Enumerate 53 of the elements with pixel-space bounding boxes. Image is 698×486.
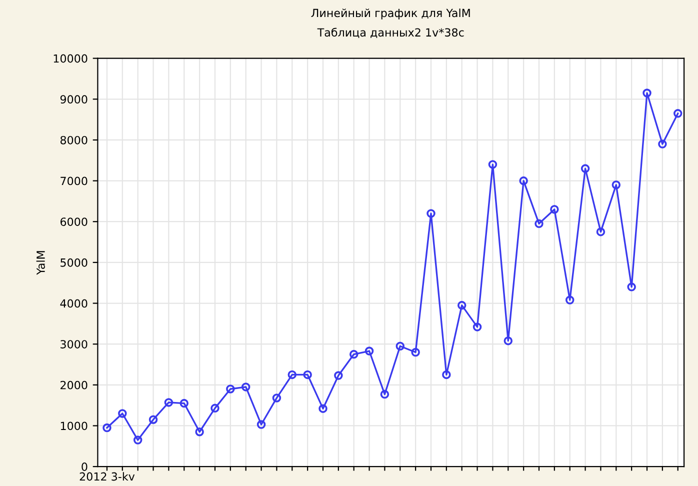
point: [673, 109, 682, 118]
point: [627, 282, 636, 292]
point: [565, 296, 574, 304]
point: [148, 415, 158, 424]
point: [380, 390, 390, 399]
y-tick-label: 1000: [60, 422, 88, 430]
point: [472, 322, 482, 332]
y-tick-label: 3000: [60, 340, 88, 348]
point: [457, 300, 466, 310]
point: [442, 370, 451, 380]
chart-title: Линейный график для YalM: [311, 8, 470, 20]
point: [318, 404, 328, 413]
y-tick-label: 5000: [60, 258, 88, 267]
point: [334, 371, 343, 380]
y-tick-label: 4000: [60, 299, 88, 308]
point: [256, 420, 266, 429]
chart-subtitle: Таблица данных2 1v*38c: [317, 28, 464, 38]
point: [426, 209, 436, 218]
point: [241, 382, 250, 392]
point: [488, 160, 498, 169]
point: [580, 164, 590, 173]
point: [180, 398, 188, 408]
point: [303, 370, 312, 380]
point: [164, 398, 174, 407]
point: [288, 370, 297, 380]
point: [396, 342, 405, 351]
point: [504, 336, 513, 346]
point: [195, 427, 204, 436]
point: [349, 350, 358, 359]
point: [210, 404, 220, 413]
point: [118, 409, 127, 418]
y-axis-title: YalM: [36, 251, 45, 275]
point: [642, 88, 652, 98]
y-tick-label: 7000: [60, 176, 88, 186]
y-tick-label: 6000: [60, 218, 88, 226]
point: [550, 204, 559, 214]
point: [519, 176, 528, 186]
y-tick-label: 2000: [60, 380, 88, 390]
x-tick-label: 2012 3-kv: [80, 472, 135, 481]
y-tick-label: 8000: [60, 136, 88, 144]
point: [226, 384, 235, 394]
point: [411, 348, 420, 357]
y-tick-label: 10000: [54, 54, 88, 63]
point: [272, 394, 282, 402]
point: [596, 227, 606, 236]
point: [102, 423, 112, 432]
point: [364, 346, 374, 356]
y-tick-label: 9000: [60, 95, 88, 104]
point: [534, 219, 544, 228]
point: [612, 180, 621, 190]
point: [658, 140, 667, 148]
y-tick-label: 0: [82, 462, 88, 471]
point: [133, 436, 142, 444]
